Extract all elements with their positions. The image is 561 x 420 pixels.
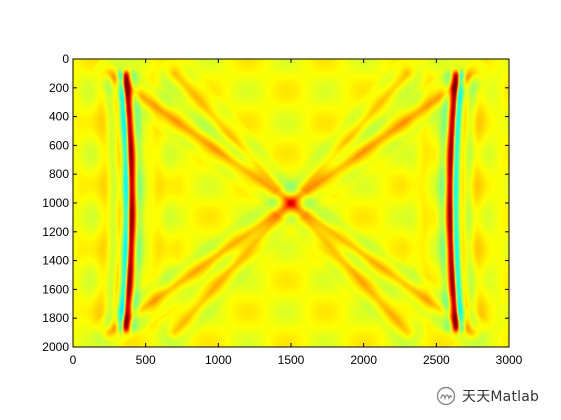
- watermark-text: 天天Matlab: [462, 389, 540, 405]
- heatmap-image-container: [73, 59, 509, 347]
- x-tick-label: 1000: [205, 353, 232, 367]
- y-tick-label: 600: [49, 138, 69, 152]
- y-tick-label: 1000: [42, 196, 69, 210]
- wechat-channel-icon: [436, 386, 456, 406]
- heatmap-image: [73, 59, 509, 347]
- y-tick-label: 200: [49, 81, 69, 95]
- y-tick-label: 1400: [42, 254, 69, 268]
- y-tick-label: 1200: [42, 225, 69, 239]
- y-tick-label: 800: [49, 167, 69, 181]
- x-tick-label: 500: [136, 353, 156, 367]
- y-axis: 0 200 400 600 800 1000 1200 1400 1600 1800 2000: [42, 52, 509, 354]
- x-tick-label: 3000: [496, 353, 523, 367]
- y-tick-label: 1600: [42, 282, 69, 296]
- watermark: 天天Matlab: [436, 385, 539, 407]
- y-tick-label: 1800: [42, 311, 69, 325]
- x-tick-label: 1500: [278, 353, 305, 367]
- x-tick-label: 2000: [350, 353, 377, 367]
- y-tick-label: 400: [49, 110, 69, 124]
- x-tick-label: 0: [70, 353, 77, 367]
- y-tick-label: 2000: [42, 340, 69, 354]
- plot-area: [72, 58, 510, 348]
- x-tick-label: 2500: [423, 353, 450, 367]
- x-axis: 0 500 1000 1500 2000 2500 3000: [70, 59, 523, 367]
- y-tick-label: 0: [62, 52, 69, 66]
